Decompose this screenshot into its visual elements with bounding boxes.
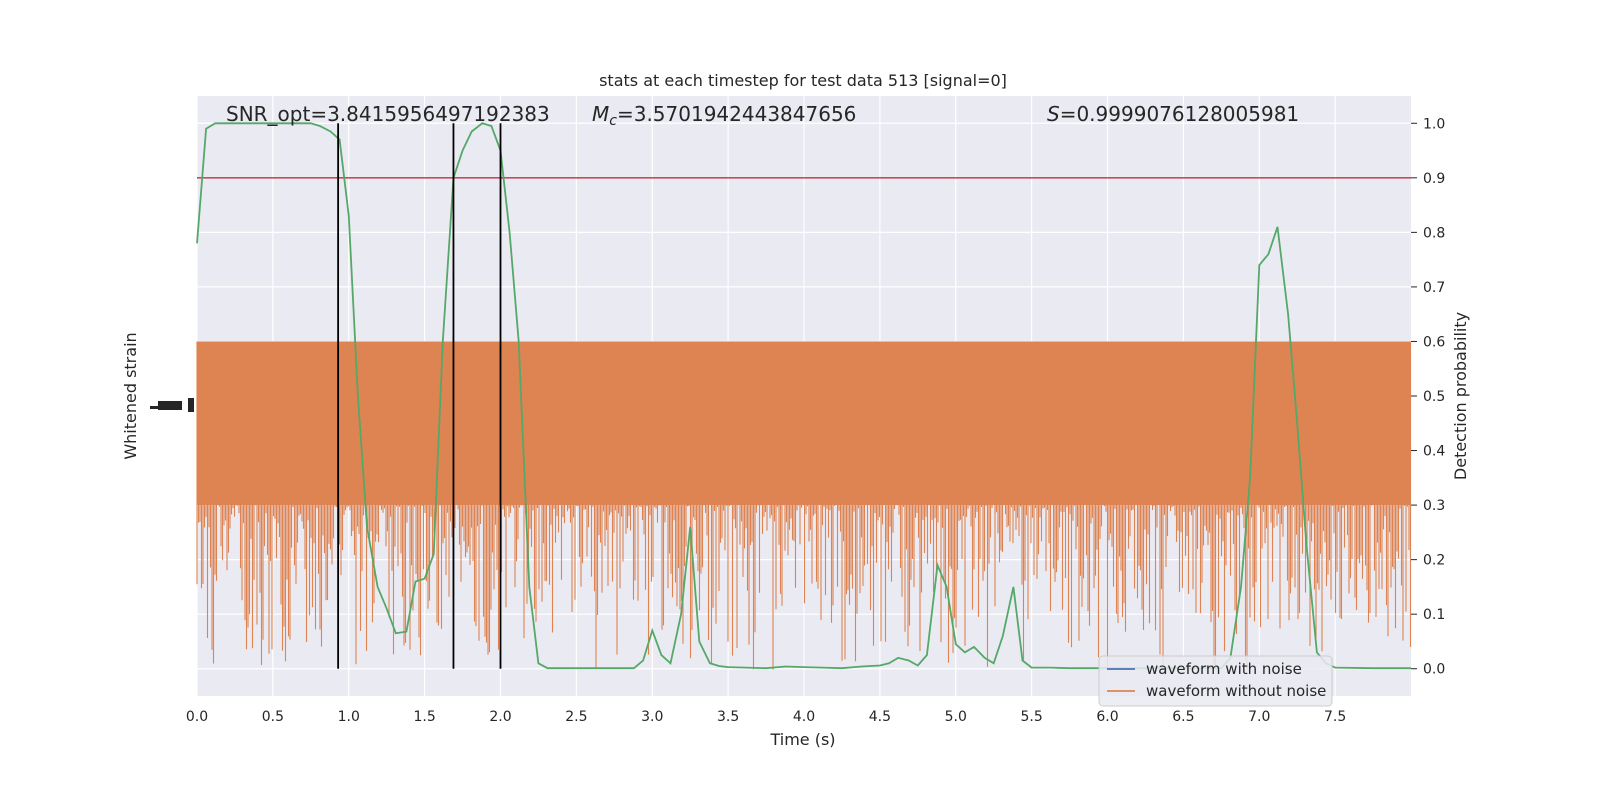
x-tick-label: 1.5 — [413, 709, 435, 725]
y-tick-label: 0.9 — [1423, 171, 1445, 187]
legend: waveform with noise waveform without noi… — [1098, 655, 1333, 707]
legend-label-without-noise: waveform without noise — [1146, 682, 1326, 700]
x-tick-label: 2.0 — [489, 709, 511, 725]
y-tick-label: 0.3 — [1423, 498, 1445, 514]
y-tick-label: 0.1 — [1423, 607, 1445, 623]
x-axis-label: Time (s) — [769, 730, 835, 749]
y-tick-label: 0.5 — [1423, 389, 1445, 405]
x-tick-label: 1.0 — [338, 709, 360, 725]
x-tick-label: 4.0 — [793, 709, 815, 725]
x-tick-label: 3.0 — [641, 709, 663, 725]
x-tick-label: 0.0 — [186, 709, 208, 725]
tick-layer: 0.0 0.5 1.0 1.5 2.0 2.5 3.0 3.5 4.0 4.5 5.0 5.5 6.0 6… — [186, 116, 1445, 725]
y-axis-label-right: Detection probability — [1451, 312, 1470, 480]
y-tick-label: 0.7 — [1423, 280, 1445, 296]
annotation-score: S=0.9999076128005981 — [1047, 102, 1299, 126]
y-tick-label: 0.8 — [1423, 225, 1445, 241]
vertical-marker-layer — [337, 123, 502, 669]
x-tick-label: 5.5 — [1020, 709, 1042, 725]
x-tick-label: 0.5 — [262, 709, 284, 725]
chart-title: stats at each timestep for test data 513… — [599, 71, 1007, 90]
x-tick-label: 7.0 — [1248, 709, 1270, 725]
annotation-chirp-mass: Mc=3.5701942443847656 — [592, 102, 856, 129]
annotation-snr: SNR_opt=3.8415956497192383 — [226, 102, 550, 126]
x-tick-label: 4.5 — [869, 709, 891, 725]
legend-label-with-noise: waveform with noise — [1146, 660, 1302, 678]
y-tick-label: 0.4 — [1423, 444, 1445, 460]
y-tick-label: 0.6 — [1423, 334, 1445, 350]
x-tick-label: 7.5 — [1324, 709, 1346, 725]
strain-noise-trace — [196, 341, 1412, 670]
strain-trace-path — [196, 341, 1412, 670]
x-tick-label: 6.5 — [1172, 709, 1194, 725]
x-tick-label: 2.5 — [565, 709, 587, 725]
x-tick-label: 6.0 — [1096, 709, 1118, 725]
y-tick-label: 1.0 — [1423, 116, 1445, 132]
y-tick-label: 0.0 — [1423, 662, 1445, 678]
y-axis-label-left: Whitened strain — [121, 332, 140, 459]
y-tick-label: 0.2 — [1423, 553, 1445, 569]
x-tick-label: 5.0 — [945, 709, 967, 725]
x-tick-label: 3.5 — [717, 709, 739, 725]
left-axis-ticks — [150, 398, 194, 412]
